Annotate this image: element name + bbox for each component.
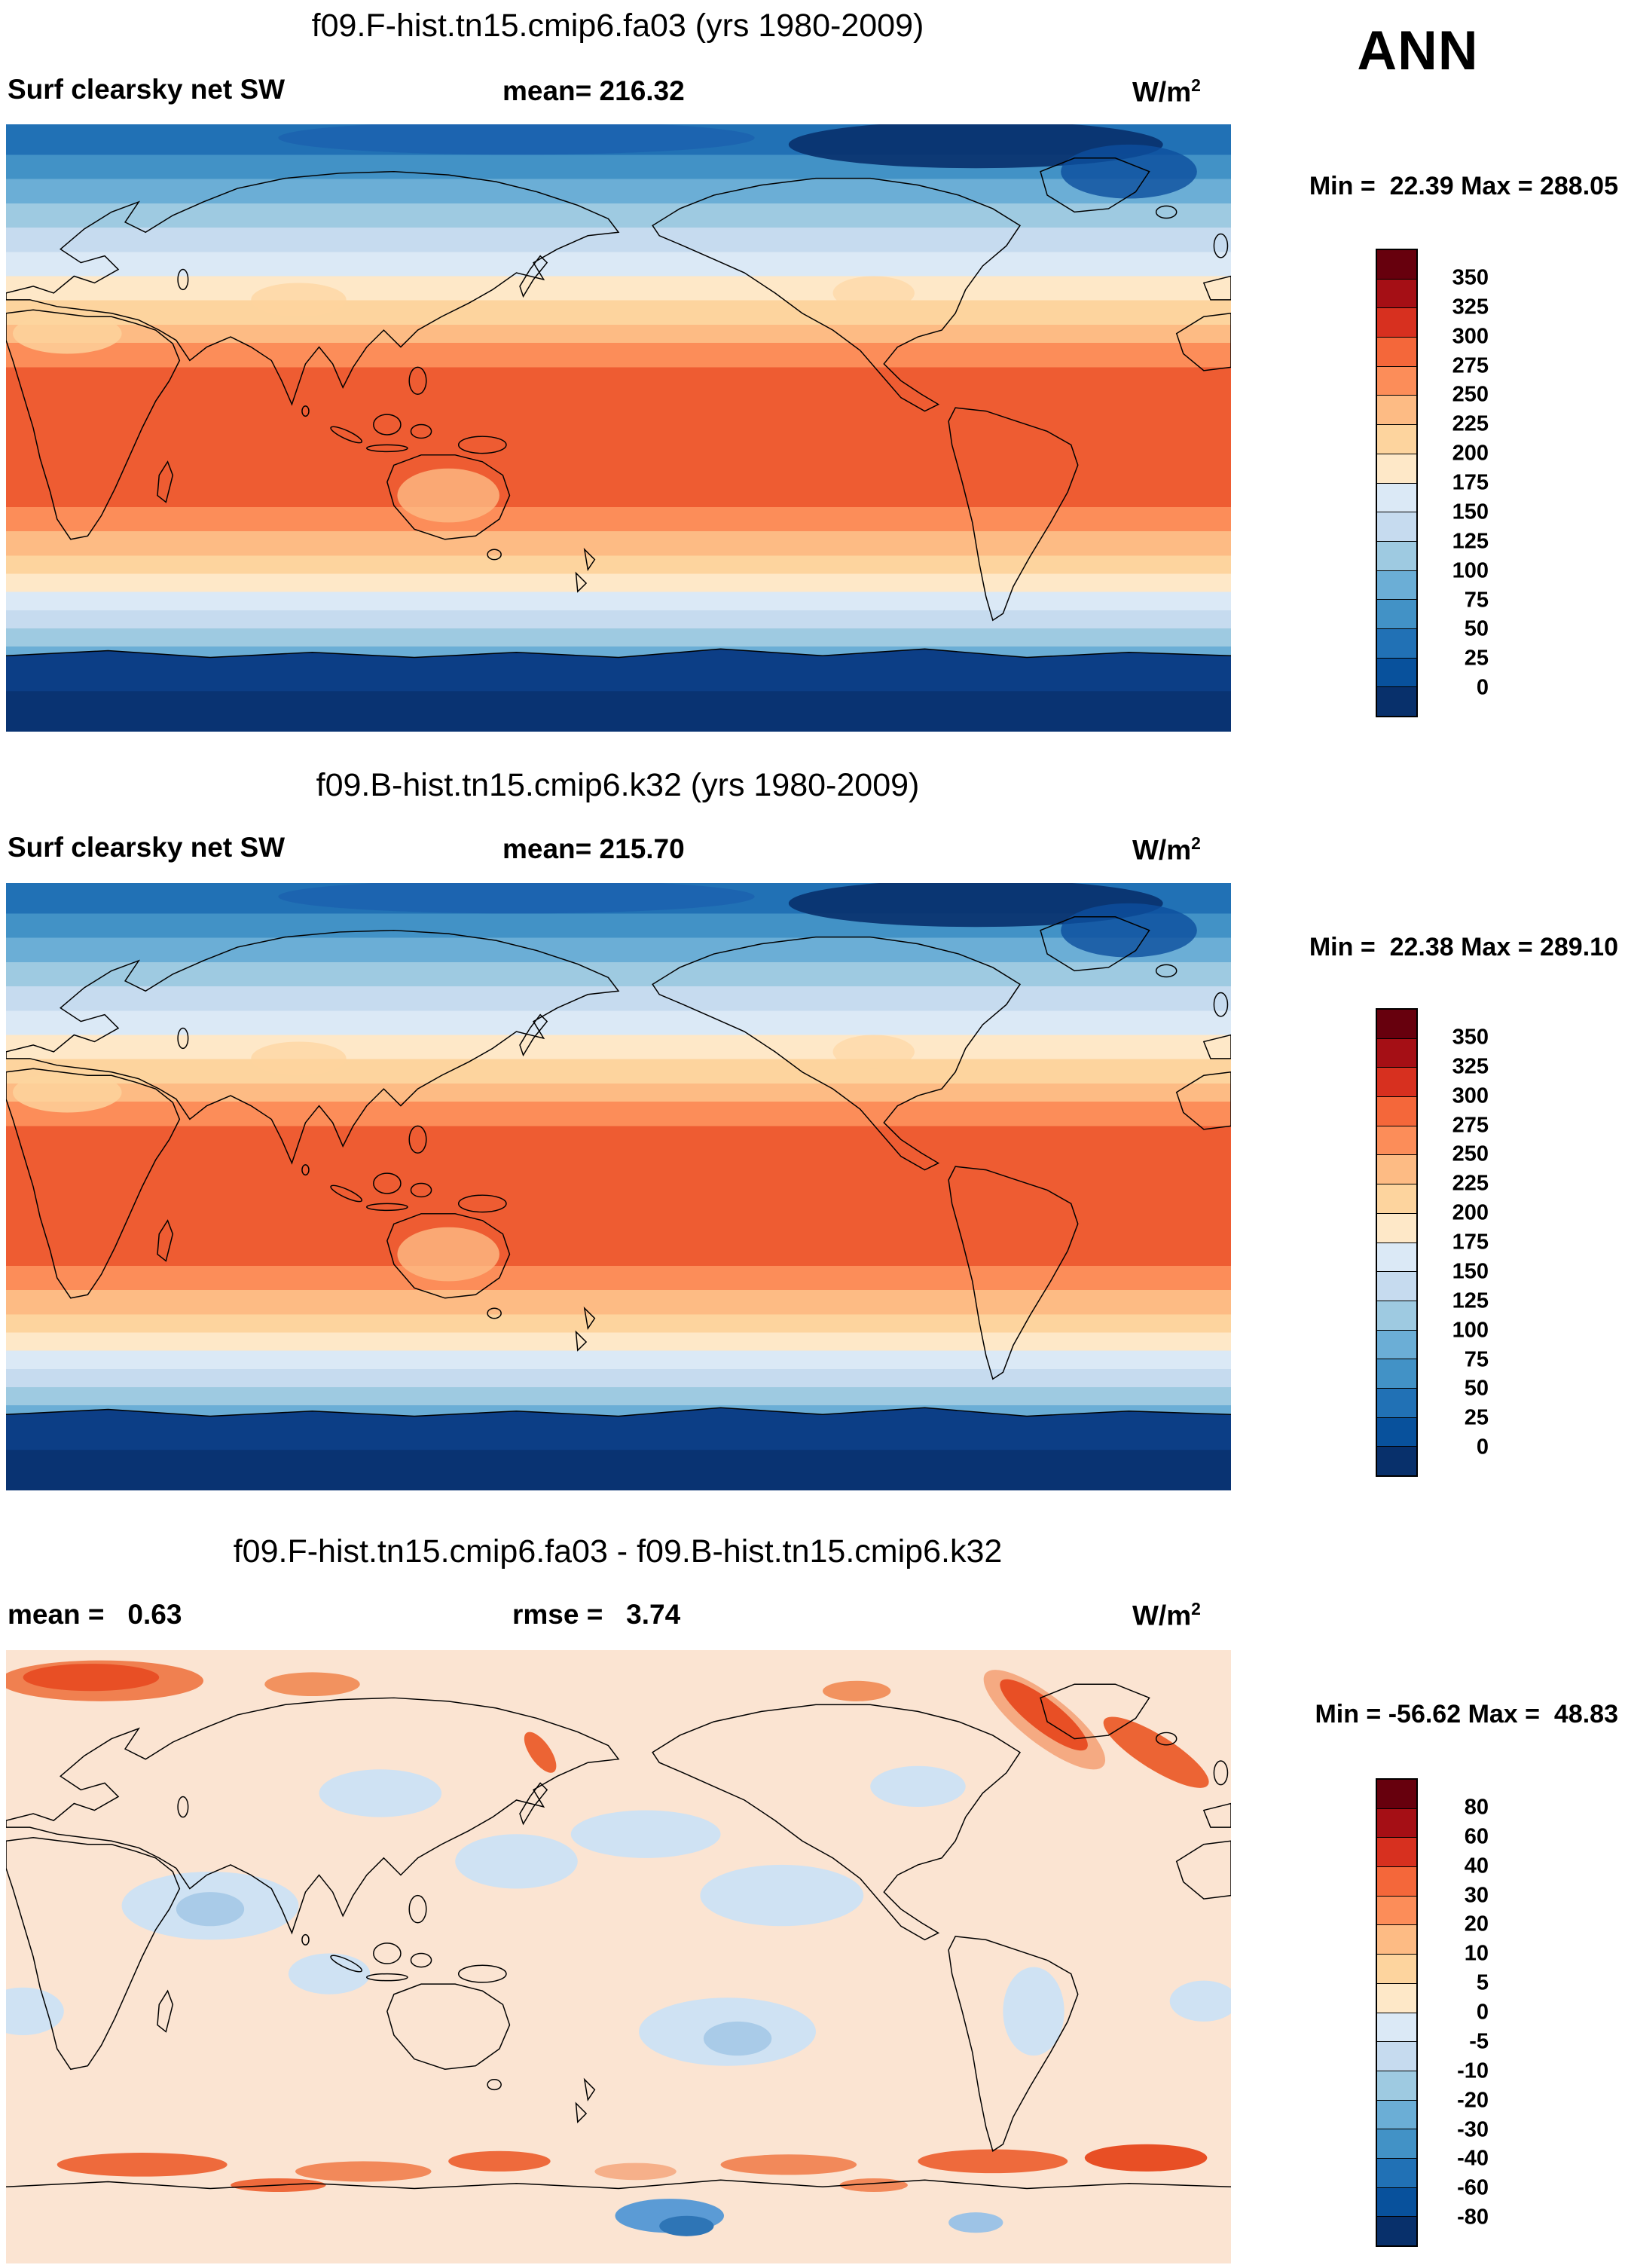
panel3-colorbar-boxes [1376,1778,1418,2247]
units-base: W/m [1132,76,1192,108]
units-base: W/m [1132,1600,1192,1631]
units-base: W/m [1132,834,1192,866]
panel1-colorbar-labels: 350 325 300 275 250 225 200 175 150 125 100 75 50 25 0 [1452,265,1489,700]
panel3-mean-label: mean = 0.63 [8,1599,182,1630]
panel1-map [6,124,1231,732]
panel1-map-fill [6,124,1231,732]
panel3-colorbar-labels: 80 60 40 30 20 10 5 0 -5 -10 -20 -30 -40 -60 -80 [1457,1795,1489,2230]
season-label: ANN [1357,20,1479,81]
panel2-colorbar-labels: 350 325 300 275 250 225 200 175 150 125 100 75 50 25 0 [1452,1025,1489,1460]
panel3-minmax-label: Min = -56.62 Max = 48.83 [1315,1700,1618,1729]
panel1-map-overlay [6,124,1231,732]
panel1-colorbar-boxes [1376,249,1418,717]
panel3-map [6,1650,1231,2263]
units-exponent: 2 [1191,1599,1201,1618]
panel1-colorbar: 350 325 300 275 250 225 200 175 150 125 100 75 50 25 0 [1376,249,1489,717]
panel3-colorbar: 80 60 40 30 20 10 5 0 -5 -10 -20 -30 -40 -60 -80 [1376,1778,1489,2247]
panel2-units-label: W/m2 [1132,833,1201,866]
panel1-mean-label: mean= 216.32 [502,75,685,106]
panel3-title: f09.F-hist.tn15.cmip6.fa03 - f09.B-hist.… [233,1533,1003,1570]
panel2-mean-label: mean= 215.70 [502,833,685,864]
panel1-variable-label: Surf clearsky net SW [8,74,286,105]
panel3-map-overlay [6,1655,1231,2236]
panel2-map-fill [6,883,1231,1490]
panel2-variable-label: Surf clearsky net SW [8,832,286,863]
panel3-units-label: W/m2 [1132,1599,1201,1631]
panel3-rmse-label: rmse = 3.74 [512,1599,681,1630]
panel2-colorbar: 350 325 300 275 250 225 200 175 150 125 100 75 50 25 0 [1376,1008,1489,1477]
panel2-map-overlay [6,883,1231,1490]
panel1-minmax-label: Min = 22.39 Max = 288.05 [1309,172,1618,200]
panel2-colorbar-boxes [1376,1008,1418,1477]
units-exponent: 2 [1191,833,1201,853]
panel1-title: f09.F-hist.tn15.cmip6.fa03 (yrs 1980-200… [311,8,924,44]
panel2-map [6,883,1231,1490]
panel2-minmax-label: Min = 22.38 Max = 289.10 [1309,933,1618,961]
panel2-title: f09.B-hist.tn15.cmip6.k32 (yrs 1980-2009… [316,767,920,803]
panel1-units-label: W/m2 [1132,75,1201,108]
units-exponent: 2 [1191,75,1201,95]
